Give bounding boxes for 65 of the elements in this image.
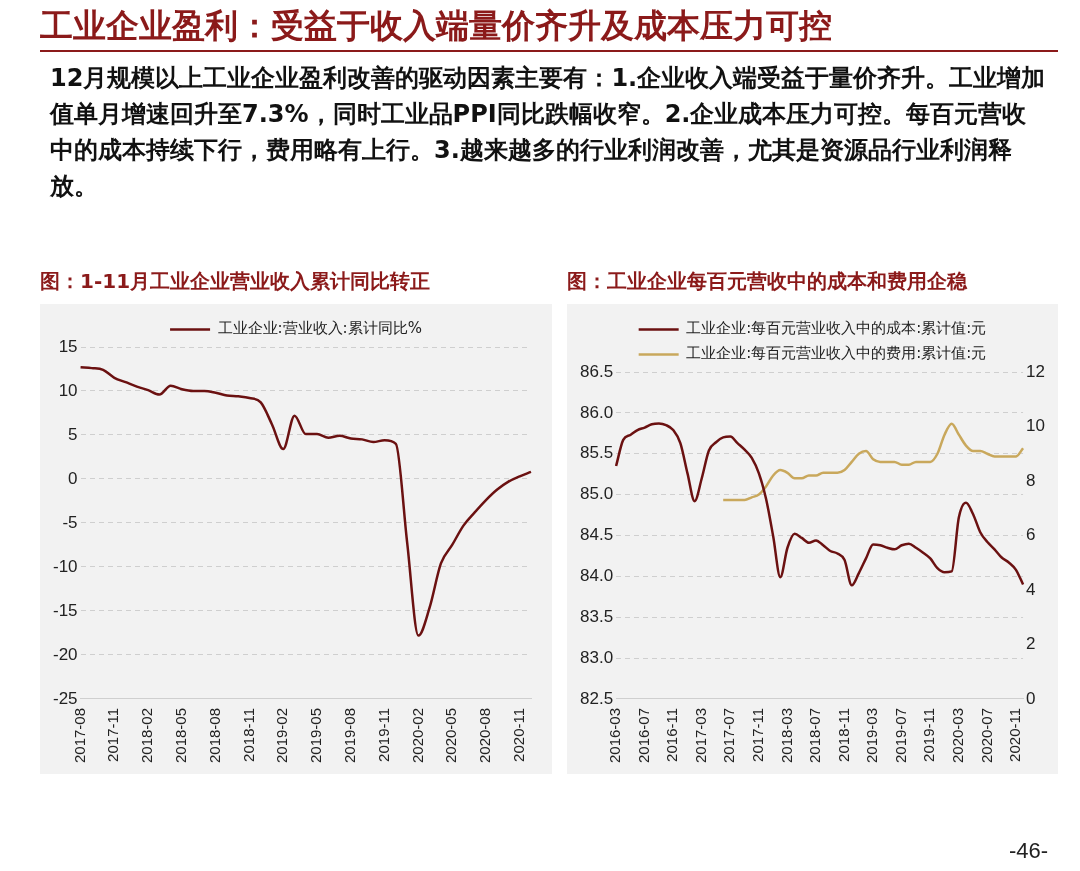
x-tick-label: 2017-07: [720, 707, 738, 764]
x-tick-label: 2017-11: [104, 707, 122, 762]
y2-tick-label: 2: [1026, 634, 1036, 654]
x-tick-label: 2019-07: [891, 707, 909, 764]
text: 12月规模以上工业企业盈利改善的驱动因素主要有：1.企业收入端受益于量价齐升。工业增加值单月增速回升至7.3%，同时工业品PPI同比跌幅收窄。2.企业成本压力可控。每百元营收中的成本持续下行，费用略有上行。3.越来越多的行业利润改善，尤其是资源品行业利润释放。: [50, 63, 1047, 202]
x-tick-label: 2016-07: [634, 707, 652, 764]
y2-tick-label: 8: [1026, 470, 1036, 490]
y2-tick-label: 4: [1026, 579, 1036, 599]
x-tick-label: 2018-02: [138, 707, 156, 764]
x-tick-label: 2019-03: [863, 707, 881, 764]
legend-label: 工业企业:每百元营业收入中的成本:累计值:元: [686, 319, 987, 338]
y-tick-label: -25: [52, 688, 78, 708]
y-tick-label: 82.5: [579, 688, 614, 708]
x-tick-label: 2020-02: [408, 707, 426, 764]
x-tick-label: 2018-11: [239, 707, 257, 762]
y2-tick-label: 0: [1026, 688, 1036, 708]
x-tick-label: 2017-08: [70, 707, 88, 764]
x-tick-label: 2020-11: [1006, 707, 1024, 762]
y-tick-label: -5: [62, 512, 78, 532]
x-tick-label: 2018-03: [777, 707, 795, 764]
y-tick-label: -15: [52, 600, 78, 620]
legend-label: 工业企业:每百元营业收入中的费用:累计值:元: [686, 344, 987, 363]
chart-title: 图：工业企业每百元营收中的成本和费用企稳: [567, 268, 969, 295]
y-tick-label: 83.5: [579, 606, 614, 626]
x-tick-label: 2017-11: [749, 707, 767, 762]
y2-tick-label: 6: [1026, 525, 1036, 545]
x-tick-label: 2017-03: [691, 707, 709, 764]
y-tick-label: 86.0: [579, 402, 614, 422]
line-series: [79, 365, 533, 637]
y-tick-label: 86.5: [579, 361, 614, 381]
x-tick-label: 2020-03: [948, 707, 966, 764]
y-tick-label: 5: [68, 424, 78, 444]
x-tick-label: 2020-07: [977, 707, 995, 764]
x-tick-label: 2020-05: [442, 707, 460, 764]
legend-label: 工业企业:营业收入:累计同比%: [217, 319, 422, 338]
y-tick-label: -20: [52, 644, 78, 664]
y-tick-label: 84.5: [579, 525, 614, 545]
y-tick-label: 85.5: [579, 443, 614, 463]
y-tick-label: 10: [58, 380, 78, 400]
x-tick-label: 2019-11: [374, 707, 392, 762]
chart-title: 图：1-11月工业企业营业收入累计同比转正: [40, 268, 432, 295]
y-tick-label: 0: [68, 468, 78, 488]
x-tick-label: 2020-11: [509, 707, 527, 762]
x-tick-label: 2019-11: [920, 707, 938, 762]
x-tick-label: 2019-05: [307, 707, 325, 764]
y-tick-label: 83.0: [579, 647, 614, 667]
x-tick-label: 2020-08: [476, 707, 494, 764]
x-tick-label: 2019-02: [273, 707, 291, 764]
y-tick-label: 15: [58, 336, 78, 356]
y2-tick-label: 12: [1026, 361, 1046, 381]
y-tick-label: 84.0: [579, 566, 614, 586]
x-tick-label: 2016-11: [663, 707, 681, 762]
y-tick-label: -10: [52, 556, 78, 576]
x-tick-label: 2018-11: [834, 707, 852, 762]
x-tick-label: 2016-03: [606, 707, 624, 764]
text: 工业企业盈利：受益于收入端量价齐升及成本压力可控: [40, 5, 832, 47]
text: -46-: [1008, 838, 1048, 864]
y-tick-label: 85.0: [579, 484, 614, 504]
x-tick-label: 2018-05: [172, 707, 190, 764]
x-tick-label: 2018-08: [205, 707, 223, 764]
line-series: [614, 422, 1025, 587]
y2-tick-label: 10: [1026, 416, 1046, 436]
line-series: [721, 422, 1025, 502]
x-tick-label: 2019-08: [340, 707, 358, 764]
x-tick-label: 2018-07: [806, 707, 824, 764]
